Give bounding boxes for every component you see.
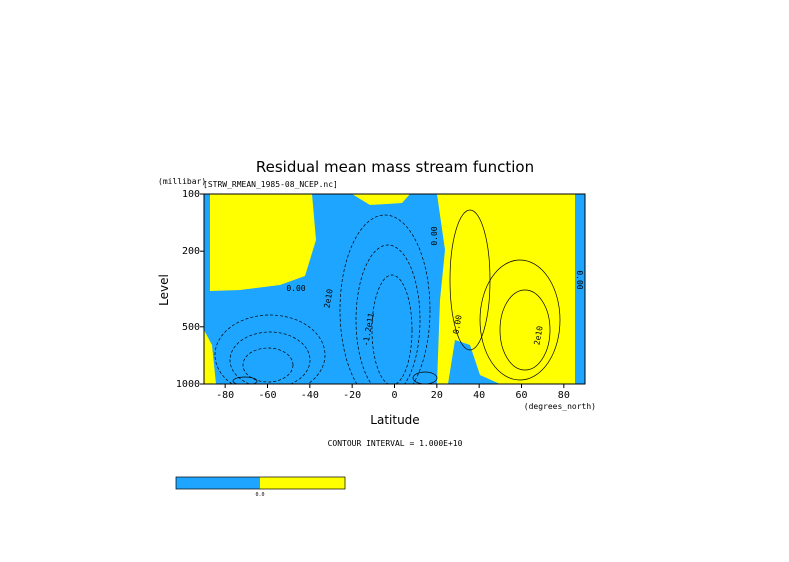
x-tick-label: -60 (258, 390, 276, 401)
y-tick-label: 500 (182, 322, 200, 333)
y-unit: (millibar) (158, 177, 206, 186)
contour-label: 0.00 (286, 284, 305, 293)
chart-title: Residual mean mass stream function (256, 158, 534, 176)
x-tick-label: 60 (515, 390, 527, 401)
x-tick-label: -80 (216, 390, 234, 401)
x-axis-label: Latitude (370, 413, 419, 427)
x-unit: (degrees_north) (524, 402, 596, 411)
colorbar-frame (175, 476, 346, 490)
y-axis-label: Level (157, 274, 171, 306)
contour-label: 2e10 (322, 288, 334, 309)
contour-label: 2e10 (532, 325, 544, 346)
colorbar-negative (176, 477, 260, 489)
positive-regions (204, 194, 575, 384)
contour-label: 0.00 (575, 270, 584, 289)
subtitle: [STRW_RMEAN_1985-08_NCEP.nc] (203, 180, 338, 189)
colorbar-label: 0.0 (255, 492, 264, 498)
x-tick-label: 80 (558, 390, 570, 401)
x-tick-label: 40 (473, 390, 485, 401)
y-tick-label: 200 (182, 246, 200, 257)
contour-label: 0.00 (430, 226, 439, 245)
colorbar: 0.0 (175, 476, 346, 498)
contour-lines (214, 209, 561, 384)
x-tick-label: -20 (343, 390, 361, 401)
y-tick-label: 100 (182, 189, 200, 200)
contour-field (204, 194, 585, 384)
x-tick-label: -40 (301, 390, 319, 401)
y-tick-label: 1000 (176, 379, 200, 390)
colorbar-positive (260, 477, 345, 489)
contour-label: 0.00 (451, 314, 463, 335)
contour-interval: CONTOUR INTERVAL = 1.000E+10 (328, 439, 463, 448)
x-tick-label: 20 (431, 390, 443, 401)
x-tick-label: 0 (391, 390, 397, 401)
